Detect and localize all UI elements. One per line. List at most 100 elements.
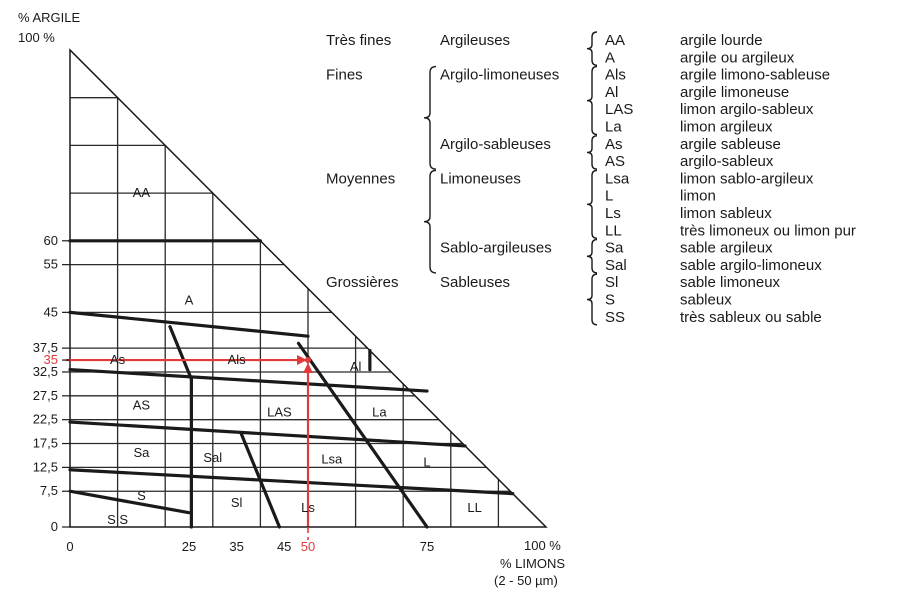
y-axis-tick-label: 7,5: [40, 483, 58, 498]
legend-class-label: Grossières: [326, 274, 399, 291]
class-boundary-line: [68, 367, 429, 393]
legend-code: AS: [605, 153, 625, 170]
legend-code: Lsa: [605, 170, 630, 187]
legend-class-label: Moyennes: [326, 170, 395, 187]
legend-name: argile limoneuse: [680, 84, 789, 101]
legend-code: Sa: [605, 240, 624, 257]
legend-code: Sal: [605, 257, 627, 274]
zone-label: Ls: [301, 500, 315, 515]
legend-brace-icon: [586, 169, 598, 239]
zone-label: Sa: [133, 445, 150, 460]
legend-brace-icon: [586, 135, 598, 170]
legend-group-label: Limoneuses: [440, 170, 521, 187]
legend-group-label: Argilo-sableuses: [440, 136, 551, 153]
legend-name: argile limono-sableuse: [680, 67, 830, 84]
zone-label: S: [137, 488, 146, 503]
y-axis-tick-label: 22,5: [33, 412, 58, 427]
legend-code: SS: [605, 309, 625, 326]
legend-class-label: Très fines: [326, 32, 391, 49]
x-axis-end-label: 100 %: [524, 538, 561, 553]
zone-label: LL: [467, 500, 481, 515]
legend-group-label: Sableuses: [440, 274, 510, 291]
legend-name: argile ou argileux: [680, 49, 795, 66]
legend-brace-icon: [586, 65, 598, 136]
zone-label: Als: [228, 352, 247, 367]
y-axis-top-label: 100 %: [18, 30, 55, 45]
legend-name: limon: [680, 188, 716, 205]
y-axis-tick-label: 27,5: [33, 388, 58, 403]
y-axis-tick-label: 55: [44, 257, 58, 272]
legend-name: très limoneux ou limon pur: [680, 222, 856, 239]
legend-name: argilo-sableux: [680, 153, 774, 170]
legend-name: sable argileux: [680, 240, 773, 257]
legend-name: limon argileux: [680, 119, 773, 136]
legend-brace-icon: [586, 273, 598, 326]
legend-code: Ls: [605, 205, 621, 222]
legend-code: Sl: [605, 274, 618, 291]
legend-class-label: Fines: [326, 67, 363, 84]
class-boundary-line: [68, 489, 191, 515]
x-axis-tick-label: 75: [420, 539, 434, 554]
legend-name: argile lourde: [680, 32, 763, 49]
class-boundary-line: [168, 325, 193, 381]
legend-code: Al: [605, 84, 618, 101]
legend-code: La: [605, 119, 622, 136]
y-axis-tick-label: 0: [51, 519, 58, 534]
x-axis-tick-label: 0: [66, 539, 73, 554]
legend-group-label: Argilo-limoneuses: [440, 67, 559, 84]
class-boundary-line: [68, 310, 310, 338]
y-axis-tick-label: 60: [44, 233, 58, 248]
zone-label: Lsa: [321, 451, 343, 466]
zone-label: Sal: [203, 450, 222, 465]
legend-code: A: [605, 49, 615, 66]
legend-brace-icon: [586, 238, 598, 274]
legend-code: L: [605, 188, 613, 205]
zone-label: A: [185, 292, 194, 307]
axes: % ARGILE 100 % 100 % % LIMONS (2 - 50 µm…: [18, 10, 565, 588]
x-axis-tick-label: 35: [229, 539, 243, 554]
legend-code: AA: [605, 32, 625, 49]
legend-code: Als: [605, 67, 626, 84]
legend-name: sableux: [680, 292, 732, 309]
x-axis-tick-label: 50: [301, 539, 315, 554]
legend-name: sable argilo-limoneux: [680, 257, 822, 274]
legend-name: limon sablo-argileux: [680, 170, 814, 187]
legend-name: limon sableux: [680, 205, 772, 222]
zone-label: AS: [133, 397, 151, 412]
y-axis-tick-label: 45: [44, 304, 58, 319]
legend-brace-icon: [586, 31, 598, 66]
legend-group-label: Argileuses: [440, 32, 510, 49]
legend-class-brace-icon: [423, 65, 437, 170]
legend-class-brace-icon: [423, 169, 437, 274]
class-boundaries: [68, 239, 515, 529]
class-boundary-line: [239, 432, 282, 529]
legend-name: très sableux ou sable: [680, 309, 822, 326]
x-axis-tick-label: 25: [182, 539, 196, 554]
zone-label: Al: [350, 359, 362, 374]
zone-label: S S: [107, 512, 128, 527]
example-point: [305, 357, 311, 364]
zone-label: As: [110, 352, 126, 367]
zone-label: La: [372, 405, 387, 420]
y-axis-tick-label: 12,5: [33, 459, 58, 474]
y-axis-tick-label: 17,5: [33, 436, 58, 451]
legend: AA argile lourde A argile ou argileux Als arg…: [326, 31, 856, 326]
legend-name: argile sableuse: [680, 136, 781, 153]
y-axis-tick-label: 32,5: [33, 364, 58, 379]
x-axis-tick-label: 45: [277, 539, 291, 554]
legend-code: As: [605, 136, 623, 153]
legend-name: limon argilo-sableux: [680, 101, 814, 118]
zone-label: L: [423, 455, 430, 470]
legend-code: LAS: [605, 101, 633, 118]
y-axis-tick-label: 35: [44, 352, 58, 367]
grid-layer: [70, 97, 511, 527]
y-axis-tick-label: 37,5: [33, 340, 58, 355]
legend-code: S: [605, 292, 615, 309]
class-boundary-line: [296, 341, 429, 529]
class-boundary-line: [68, 468, 515, 496]
class-boundary-line: [68, 420, 467, 448]
legend-code: LL: [605, 222, 622, 239]
zone-label: Sl: [231, 495, 243, 510]
